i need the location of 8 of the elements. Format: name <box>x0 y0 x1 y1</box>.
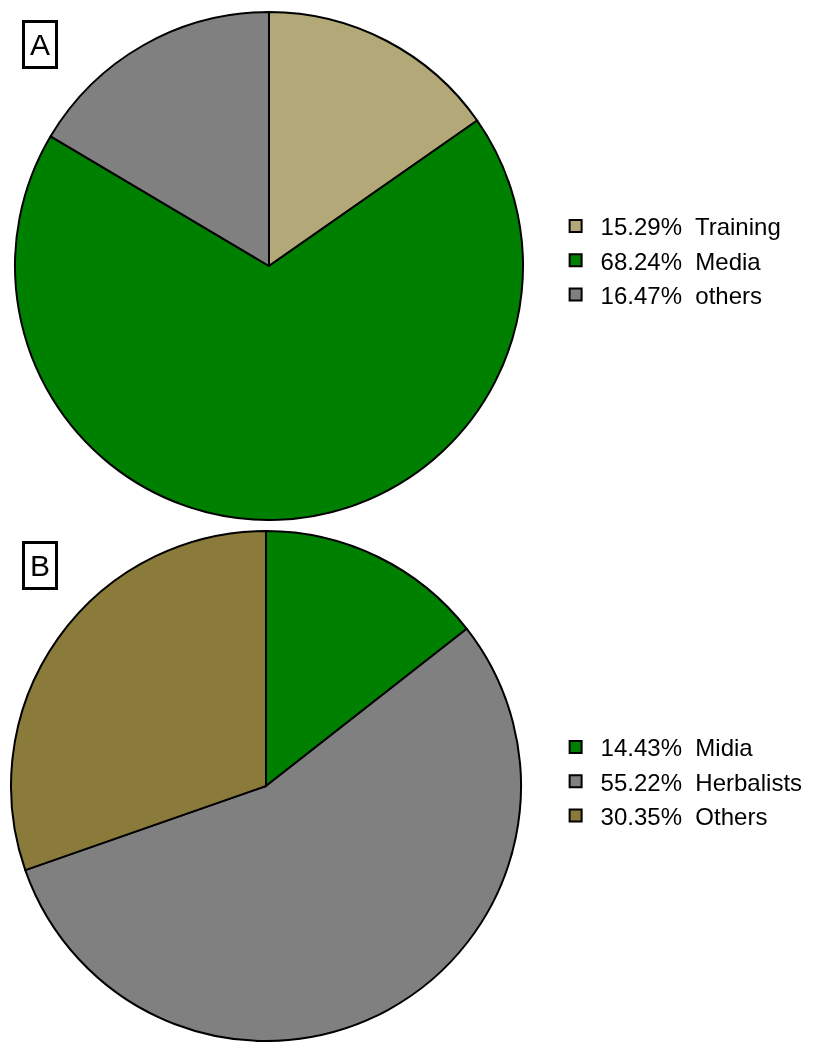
legend-label: 30.35% Others <box>600 802 768 830</box>
legend-label: 14.43% Midia <box>600 734 754 762</box>
legend-label: 15.29% Training <box>600 213 781 241</box>
text: A <box>30 28 51 61</box>
legend-label: 68.24% Media <box>600 247 762 275</box>
legend-label: 55.22% Herbalists <box>600 768 803 796</box>
legend-label: 16.47% others <box>600 281 763 309</box>
text: B <box>30 549 51 582</box>
